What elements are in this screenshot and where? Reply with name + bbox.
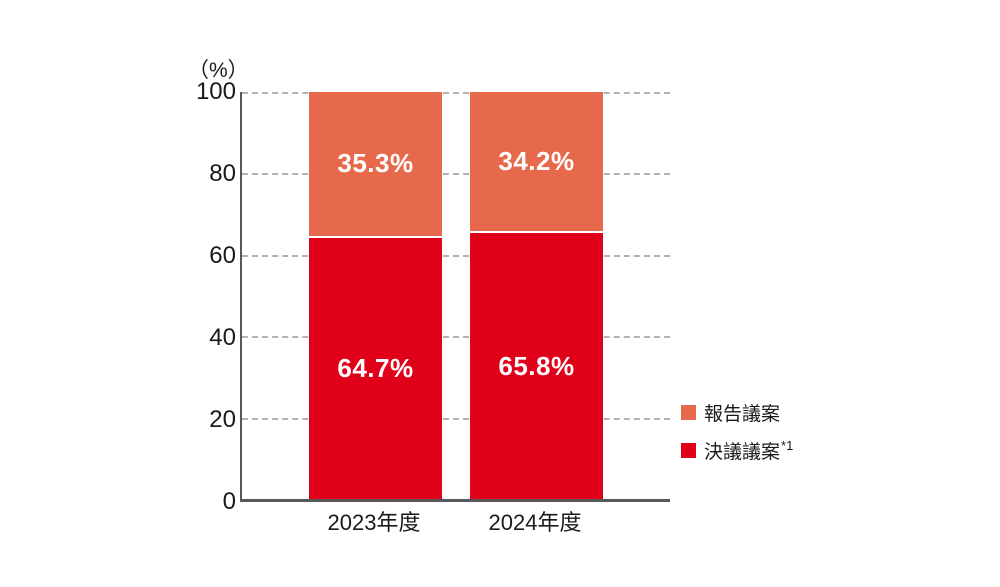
- bar-2023-resolution-segment: 64.7%: [309, 235, 442, 499]
- legend-item-report: 報告議案: [681, 399, 793, 426]
- y-tick-60: 60: [209, 242, 236, 269]
- bar-2023-resolution-value-label: 64.7%: [337, 352, 414, 383]
- y-tick-0: 0: [222, 488, 236, 515]
- plot-area: 35.3% 64.7% 34.2% 65.8%: [240, 92, 670, 502]
- gridline-80: [242, 173, 670, 176]
- legend: 報告議案 決議議案 *1: [681, 399, 800, 464]
- stacked-bar-2024: 34.2% 65.8%: [470, 92, 603, 499]
- x-axis-label-2024: 2024年度: [488, 510, 582, 535]
- bar-2024-report-segment: 34.2%: [470, 92, 603, 232]
- y-tick-40: 40: [209, 324, 236, 351]
- bar-2024-resolution-value-label: 65.8%: [498, 350, 575, 381]
- x-axis-label-2023: 2023年度: [327, 510, 421, 535]
- resolution-legend-swatch: [681, 443, 696, 458]
- report-legend-label: 報告議案: [704, 404, 781, 425]
- resolution-legend-label: 決議議案: [704, 442, 781, 463]
- y-tick-100: 100: [195, 78, 236, 105]
- gridline-40: [242, 336, 670, 339]
- bar-2024-resolution-segment: 65.8%: [470, 231, 603, 499]
- gridline-20: [242, 417, 670, 420]
- legend-item-resolution: 決議議案 *1: [681, 437, 793, 464]
- resolution-legend-footnote-marker: *1: [781, 438, 794, 453]
- bar-2023-report-segment: 35.3%: [309, 92, 442, 236]
- y-tick-20: 20: [209, 406, 236, 433]
- y-tick-80: 80: [209, 160, 236, 187]
- y-axis-unit-label: （%）: [188, 59, 249, 82]
- bar-2024-report-value-label: 34.2%: [498, 146, 575, 177]
- report-legend-swatch: [681, 405, 696, 420]
- y-axis-tick-labels: 100 80 60 40 20 0: [150, 78, 236, 515]
- gridline-60: [242, 254, 670, 257]
- gridline-100: [242, 92, 670, 94]
- stacked-bar-2023: 35.3% 64.7%: [309, 92, 442, 499]
- bar-2023-report-value-label: 35.3%: [337, 148, 414, 179]
